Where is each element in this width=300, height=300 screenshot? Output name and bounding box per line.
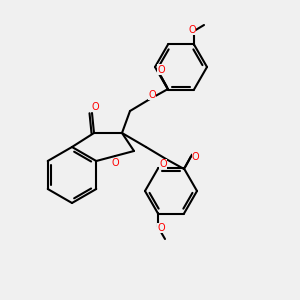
Text: O: O: [148, 90, 156, 100]
Text: O: O: [91, 102, 99, 112]
Text: O: O: [157, 223, 165, 233]
Text: O: O: [192, 152, 200, 162]
Text: O: O: [159, 159, 167, 169]
Text: O: O: [188, 25, 196, 35]
Text: O: O: [158, 65, 165, 75]
Text: O: O: [111, 158, 119, 168]
